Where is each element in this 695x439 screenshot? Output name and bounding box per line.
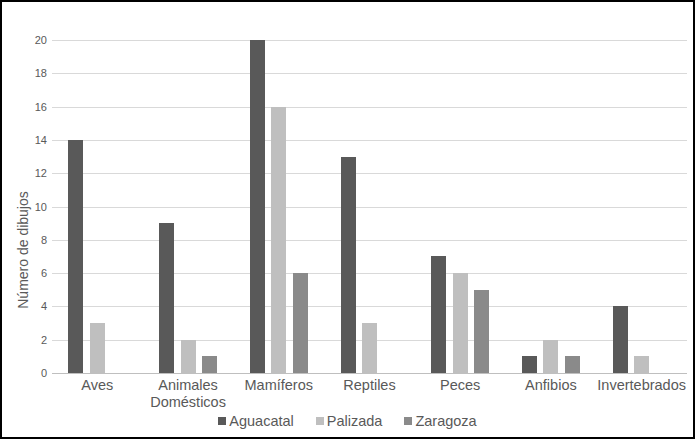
bar-palizada-animales-domésticos: [181, 340, 196, 373]
gridline: [52, 207, 687, 208]
legend-label: Palizada: [327, 413, 383, 429]
bar-zaragoza-animales-domésticos: [202, 356, 217, 373]
gridline: [52, 140, 687, 141]
legend-item-zaragoza: Zaragoza: [404, 413, 476, 429]
gridline: [52, 107, 687, 108]
category-label: Invertebrados: [596, 377, 687, 394]
gridline: [52, 173, 687, 174]
category-label: Anfibios: [506, 377, 597, 394]
bar-aguacatal-peces: [431, 256, 446, 373]
bar-zaragoza-anfibios: [565, 356, 580, 373]
legend-swatch-icon: [404, 417, 412, 425]
bar-palizada-peces: [453, 273, 468, 373]
legend-label: Zaragoza: [415, 413, 476, 429]
bar-zaragoza-peces: [474, 290, 489, 373]
y-tick-label: 2: [2, 334, 47, 346]
y-tick-label: 6: [2, 267, 47, 279]
category-label: Reptiles: [324, 377, 415, 394]
bar-aguacatal-mamíferos: [250, 40, 265, 373]
y-tick-label: 16: [2, 101, 47, 113]
legend-item-palizada: Palizada: [316, 413, 383, 429]
gridline: [52, 273, 687, 274]
bar-palizada-mamíferos: [271, 107, 286, 373]
legend: Aguacatal Palizada Zaragoza: [2, 413, 693, 429]
bar-zaragoza-mamíferos: [293, 273, 308, 373]
legend-swatch-icon: [316, 417, 324, 425]
y-tick-label: 10: [2, 201, 47, 213]
y-tick-label: 20: [2, 34, 47, 46]
bar-palizada-anfibios: [543, 340, 558, 373]
gridline: [52, 240, 687, 241]
legend-label: Aguacatal: [229, 413, 294, 429]
gridline: [52, 40, 687, 41]
category-label: Peces: [415, 377, 506, 394]
legend-item-aguacatal: Aguacatal: [218, 413, 294, 429]
category-label: Mamíferos: [233, 377, 324, 394]
y-tick-label: 8: [2, 234, 47, 246]
bar-aguacatal-anfibios: [522, 356, 537, 373]
gridline: [52, 73, 687, 74]
x-axis-line: [52, 373, 687, 374]
bar-aguacatal-animales-domésticos: [159, 223, 174, 373]
y-tick-label: 4: [2, 300, 47, 312]
bar-palizada-aves: [90, 323, 105, 373]
y-tick-label: 14: [2, 134, 47, 146]
y-tick-label: 12: [2, 167, 47, 179]
bar-palizada-invertebrados: [634, 356, 649, 373]
bar-aguacatal-aves: [68, 140, 83, 373]
y-tick-label: 18: [2, 67, 47, 79]
bar-palizada-reptiles: [362, 323, 377, 373]
bar-aguacatal-invertebrados: [613, 306, 628, 373]
category-label: Aves: [52, 377, 143, 394]
gridline: [52, 306, 687, 307]
legend-swatch-icon: [218, 417, 226, 425]
category-label: Animales Domésticos: [143, 377, 234, 411]
y-tick-label: 0: [2, 367, 47, 379]
bar-aguacatal-reptiles: [341, 157, 356, 373]
bar-chart: Número de dibujos 02468101214161820 Aves…: [0, 0, 695, 439]
